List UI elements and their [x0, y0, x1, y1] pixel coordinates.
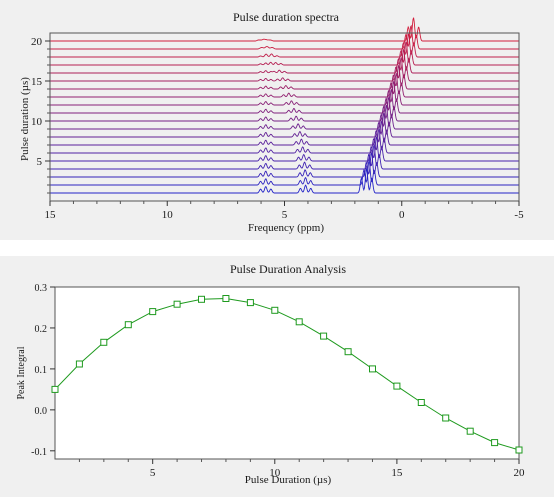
- spectrum-trace: [50, 89, 519, 114]
- analysis-data-point: [198, 295, 205, 303]
- analysis-axes: 5 10 15 20 -0.1 0.0 0.1 0.2 0.3: [31, 283, 525, 479]
- spectra-panel: Pulse duration spectra 15 10 5 0 -5 5 10 15 20 F…: [0, 0, 554, 240]
- analysis-y-tick-label: 0.0: [35, 406, 48, 417]
- analysis-y-axis-label: Peak Integral: [16, 346, 27, 399]
- spectra-x-tick-label: 15: [45, 209, 57, 221]
- spectrum-trace: [50, 41, 519, 66]
- analysis-data-point: [246, 299, 254, 307]
- analysis-x-tick-label: 10: [269, 467, 281, 479]
- spectrum-trace: [50, 48, 519, 74]
- analysis-data-point: [75, 360, 83, 368]
- analysis-data-point: [442, 414, 450, 422]
- spectra-axes: 15 10 5 0 -5 5 10 15 20: [31, 36, 524, 221]
- analysis-data-point: [466, 427, 474, 435]
- analysis-data-point: [369, 365, 376, 373]
- spectra-x-tick-label: -5: [514, 209, 524, 221]
- spectra-x-tick-label: 0: [399, 209, 405, 221]
- analysis-x-axis-label: Pulse Duration (µs): [245, 474, 332, 486]
- analysis-data-point: [320, 332, 328, 340]
- spectrum-trace: [50, 112, 519, 138]
- spectrum-trace: [50, 158, 519, 186]
- analysis-data-point: [149, 308, 157, 316]
- spectrum-trace: [50, 152, 519, 178]
- spectra-traces: [50, 17, 519, 194]
- spectrum-trace: [50, 144, 519, 170]
- analysis-panel: Pulse Duration Analysis 5 10 15 20 -0.1 0.0 0.…: [0, 256, 554, 497]
- spectrum-trace: [50, 17, 519, 42]
- analysis-data-point: [344, 348, 352, 356]
- analysis-series-line: [54, 297, 520, 451]
- analysis-data-point: [222, 295, 230, 302]
- spectra-y-axis-label: Pulse duration (µs): [19, 77, 31, 161]
- analysis-y-tick-label: 0.1: [35, 365, 48, 376]
- spectra-plot-frame: [49, 32, 520, 202]
- analysis-y-tick-label: 0.2: [35, 324, 48, 335]
- analysis-x-tick-label: 5: [150, 467, 156, 479]
- analysis-title: Pulse Duration Analysis: [230, 262, 346, 276]
- spectrum-trace: [50, 57, 519, 82]
- analysis-data-point: [417, 399, 425, 406]
- spectrum-trace: [50, 119, 519, 146]
- spectrum-trace: [50, 73, 519, 98]
- analysis-data-point: [295, 318, 303, 326]
- spectra-y-tick-label: 10: [31, 116, 43, 128]
- spectrum-trace: [50, 24, 519, 50]
- spectrum-trace: [50, 104, 519, 130]
- spectrum-trace: [50, 167, 519, 194]
- spectrum-trace: [50, 128, 519, 154]
- spectra-y-tick-label: 15: [31, 76, 43, 88]
- analysis-data-point: [51, 385, 59, 393]
- panel-divider: [0, 240, 554, 256]
- spectra-x-tick-label: 5: [282, 209, 288, 221]
- analysis-plot-frame: [54, 286, 520, 460]
- analysis-data-point: [173, 300, 181, 308]
- analysis-y-tick-label: -0.1: [31, 447, 47, 458]
- spectra-x-tick-label: 10: [162, 209, 174, 221]
- analysis-data-point: [491, 439, 499, 447]
- analysis-data-point: [393, 382, 401, 390]
- analysis-data-point: [515, 446, 523, 454]
- analysis-x-tick-label: 20: [514, 467, 526, 479]
- analysis-series: [51, 295, 523, 454]
- spectrum-trace: [50, 33, 519, 58]
- spectra-x-axis-label: Frequency (ppm): [248, 222, 324, 234]
- spectrum-trace: [50, 96, 519, 122]
- analysis-data-point: [100, 338, 108, 346]
- spectrum-trace: [50, 136, 519, 162]
- analysis-y-tick-label: 0.3: [35, 283, 48, 294]
- spectra-chart: Pulse duration spectra 15 10 5 0 -5 5 10 15 20 F…: [19, 10, 524, 234]
- spectra-title: Pulse duration spectra: [233, 10, 340, 24]
- analysis-chart: Pulse Duration Analysis 5 10 15 20 -0.1 0.0 0.…: [16, 262, 525, 486]
- spectrum-trace: [50, 80, 519, 106]
- analysis-data-point: [124, 321, 132, 329]
- analysis-x-tick-label: 15: [391, 467, 403, 479]
- analysis-data-point: [271, 306, 279, 314]
- spectra-y-tick-label: 5: [37, 156, 43, 168]
- spectrum-trace: [50, 65, 519, 90]
- spectra-y-tick-label: 20: [31, 36, 43, 48]
